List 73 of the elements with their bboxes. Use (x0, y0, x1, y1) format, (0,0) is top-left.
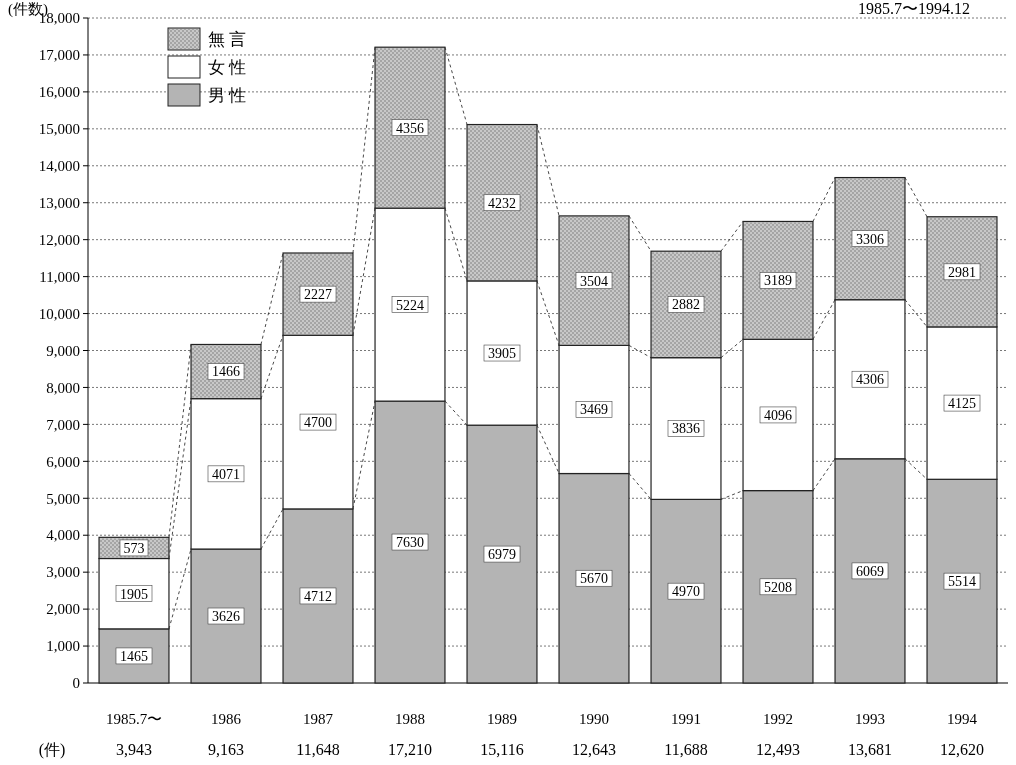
data-label: 6979 (488, 546, 516, 562)
x-tick-label: 1990 (579, 711, 609, 727)
y-tick-label: 13,000 (38, 194, 80, 211)
data-label: 1466 (212, 364, 240, 380)
data-label: 2981 (948, 264, 976, 280)
data-label: 4356 (396, 120, 424, 136)
data-label: 3189 (764, 273, 792, 289)
data-label: 4700 (304, 415, 332, 430)
y-tick-label: 4,000 (46, 527, 80, 544)
data-label: 2882 (672, 297, 700, 313)
y-tick-label: 16,000 (38, 84, 80, 101)
text: 9,163 (208, 741, 244, 758)
data-label: 7630 (396, 534, 424, 550)
y-tick-label: 7,000 (46, 416, 80, 433)
data-label: 4232 (488, 195, 516, 211)
text: 17,210 (388, 741, 432, 758)
text: 12,493 (756, 741, 800, 758)
y-tick-label: 15,000 (38, 121, 80, 138)
data-label: 4306 (856, 372, 884, 388)
data-label: 4096 (764, 407, 792, 423)
data-label: 3836 (672, 421, 700, 437)
x-tick-label: 1988 (395, 711, 425, 727)
text: (件) (38, 741, 66, 759)
x-tick-label: 1986 (211, 711, 242, 727)
data-label: 1465 (120, 648, 148, 664)
x-tick-label: 1991 (671, 711, 701, 727)
data-label: 2227 (304, 287, 332, 303)
x-tick-label: 1985.7〜 (105, 711, 163, 727)
data-label: 3905 (488, 345, 516, 361)
legend-label: 無 言 (208, 29, 247, 49)
y-tick-label: 5,000 (46, 490, 80, 507)
y-tick-label: 17,000 (38, 47, 80, 64)
text: 12,620 (940, 741, 984, 758)
y-tick-label: 3,000 (46, 564, 80, 581)
text: 12,643 (572, 741, 616, 758)
data-label: 4125 (948, 395, 976, 411)
data-label: 5224 (396, 297, 424, 313)
x-tick-label: 1992 (763, 711, 793, 727)
data-label: 3306 (856, 231, 884, 247)
y-tick-label: 1,000 (46, 638, 80, 655)
x-tick-label: 1993 (855, 711, 885, 727)
y-tick-label: 11,000 (39, 268, 80, 285)
x-tick-label: 1994 (947, 711, 978, 727)
data-label: 6069 (856, 563, 884, 579)
legend-label: 女 性 (208, 57, 247, 77)
y-tick-label: 12,000 (38, 231, 80, 248)
data-label: 5208 (764, 579, 792, 595)
y-tick-label: 8,000 (46, 379, 80, 396)
data-label: 4970 (672, 584, 700, 600)
y-tick-label: 2,000 (46, 601, 80, 618)
text: 13,681 (848, 741, 892, 758)
x-tick-label: 1989 (487, 711, 517, 727)
data-label: 3469 (580, 402, 608, 418)
data-label: 4071 (212, 466, 240, 482)
y-tick-label: 0 (72, 675, 80, 692)
chart-title: 1985.7〜1994.12 (858, 0, 970, 17)
text: 3,943 (116, 741, 152, 758)
text: 11,688 (664, 741, 708, 758)
y-tick-label: 10,000 (38, 305, 80, 322)
text: 11,648 (296, 741, 340, 758)
y-tick-label: 6,000 (46, 453, 80, 470)
data-label: 3504 (580, 273, 608, 289)
data-label: 4712 (304, 588, 332, 604)
text: 15,116 (480, 741, 524, 758)
data-label: 5514 (948, 574, 976, 590)
legend-label: 男 性 (208, 85, 247, 105)
data-label: 5670 (580, 571, 608, 587)
x-tick-label: 1987 (303, 711, 334, 727)
data-label: 573 (123, 540, 145, 556)
data-label: 3626 (212, 608, 240, 624)
y-tick-label: 9,000 (46, 342, 80, 359)
data-label: 1905 (120, 586, 148, 602)
y-tick-label: 14,000 (38, 158, 80, 175)
